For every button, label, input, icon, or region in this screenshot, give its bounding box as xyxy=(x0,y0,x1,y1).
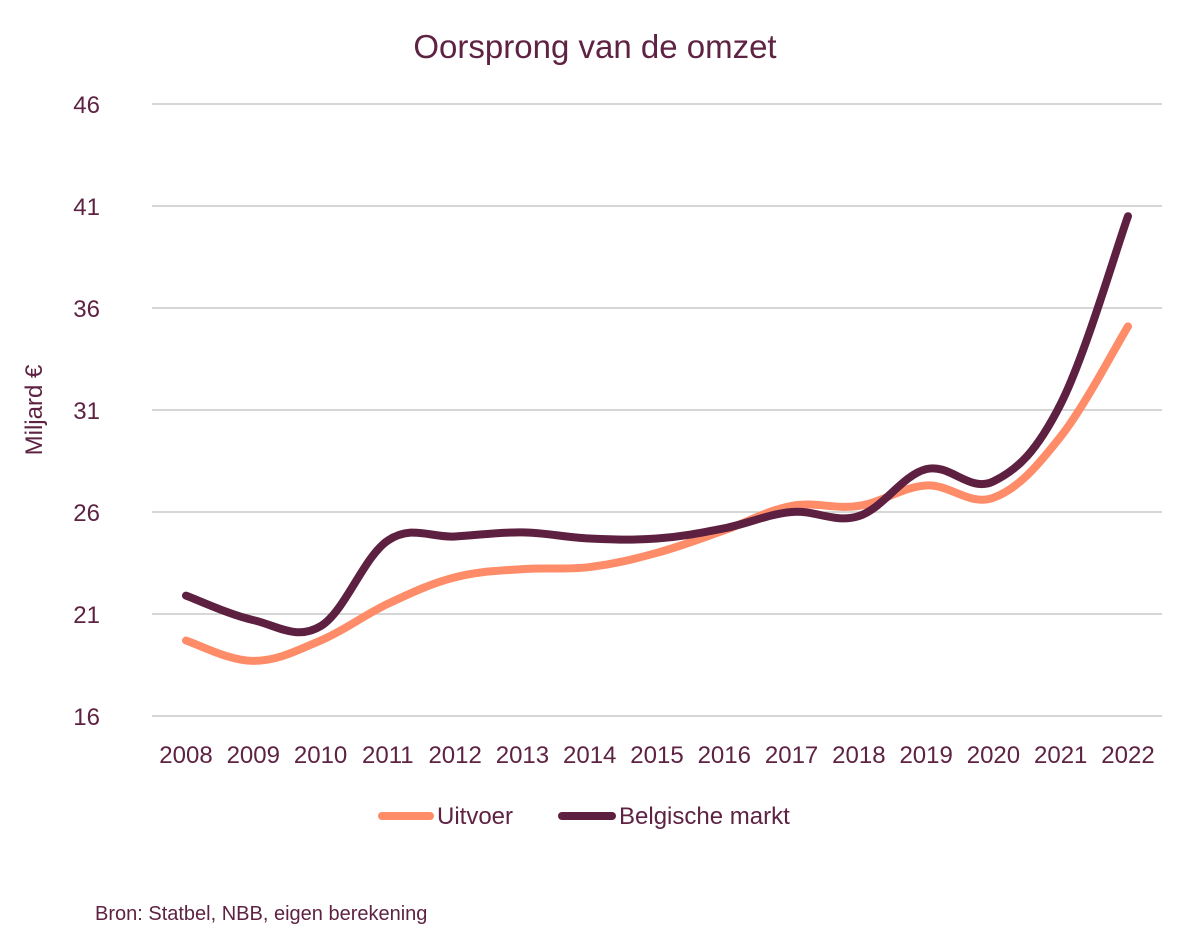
chart-title: Oorsprong van de omzet xyxy=(413,28,776,65)
y-axis-ticks: 16 21 26 31 36 41 46 xyxy=(73,92,100,731)
y-tick-label: 36 xyxy=(73,296,100,323)
y-tick-label: 16 xyxy=(73,704,100,731)
x-tick-label: 2011 xyxy=(362,742,414,769)
y-tick-label: 26 xyxy=(73,500,100,527)
y-tick-label: 41 xyxy=(73,194,100,221)
gridlines xyxy=(152,103,1162,717)
x-tick-label: 2014 xyxy=(563,742,616,769)
x-tick-label: 2015 xyxy=(630,742,683,769)
x-tick-label: 2020 xyxy=(967,742,1020,769)
series-line-belgische-markt xyxy=(182,212,1132,637)
source-note: Bron: Statbel, NBB, eigen berekening xyxy=(95,903,428,925)
x-tick-label: 2017 xyxy=(765,742,818,769)
x-tick-label: 2009 xyxy=(227,742,280,769)
x-tick-label: 2012 xyxy=(428,742,481,769)
x-tick-label: 2022 xyxy=(1101,742,1154,769)
x-tick-label: 2008 xyxy=(159,742,212,769)
y-tick-label: 21 xyxy=(73,602,100,629)
x-tick-label: 2018 xyxy=(832,742,885,769)
line-chart: Oorsprong van de omzet 16 21 26 31 36 41 46 20… xyxy=(21,28,1162,830)
x-tick-label: 2013 xyxy=(496,742,549,769)
series-lines xyxy=(182,212,1132,665)
x-axis-ticks: 2008 2009 2010 2011 2012 2013 2014 2015 2016 2017… xyxy=(159,742,1154,769)
legend-label-belgische-markt: Belgische markt xyxy=(619,803,790,830)
y-tick-label: 31 xyxy=(73,398,100,425)
x-tick-label: 2010 xyxy=(294,742,347,769)
x-tick-label: 2019 xyxy=(899,742,952,769)
legend-label-uitvoer: Uitvoer xyxy=(437,803,513,830)
legend: Uitvoer Belgische markt xyxy=(378,803,790,830)
y-axis-label: Miljard € xyxy=(21,364,48,455)
x-tick-label: 2021 xyxy=(1034,742,1087,769)
series-line-uitvoer xyxy=(182,322,1132,665)
x-tick-label: 2016 xyxy=(698,742,751,769)
y-tick-label: 46 xyxy=(73,92,100,119)
